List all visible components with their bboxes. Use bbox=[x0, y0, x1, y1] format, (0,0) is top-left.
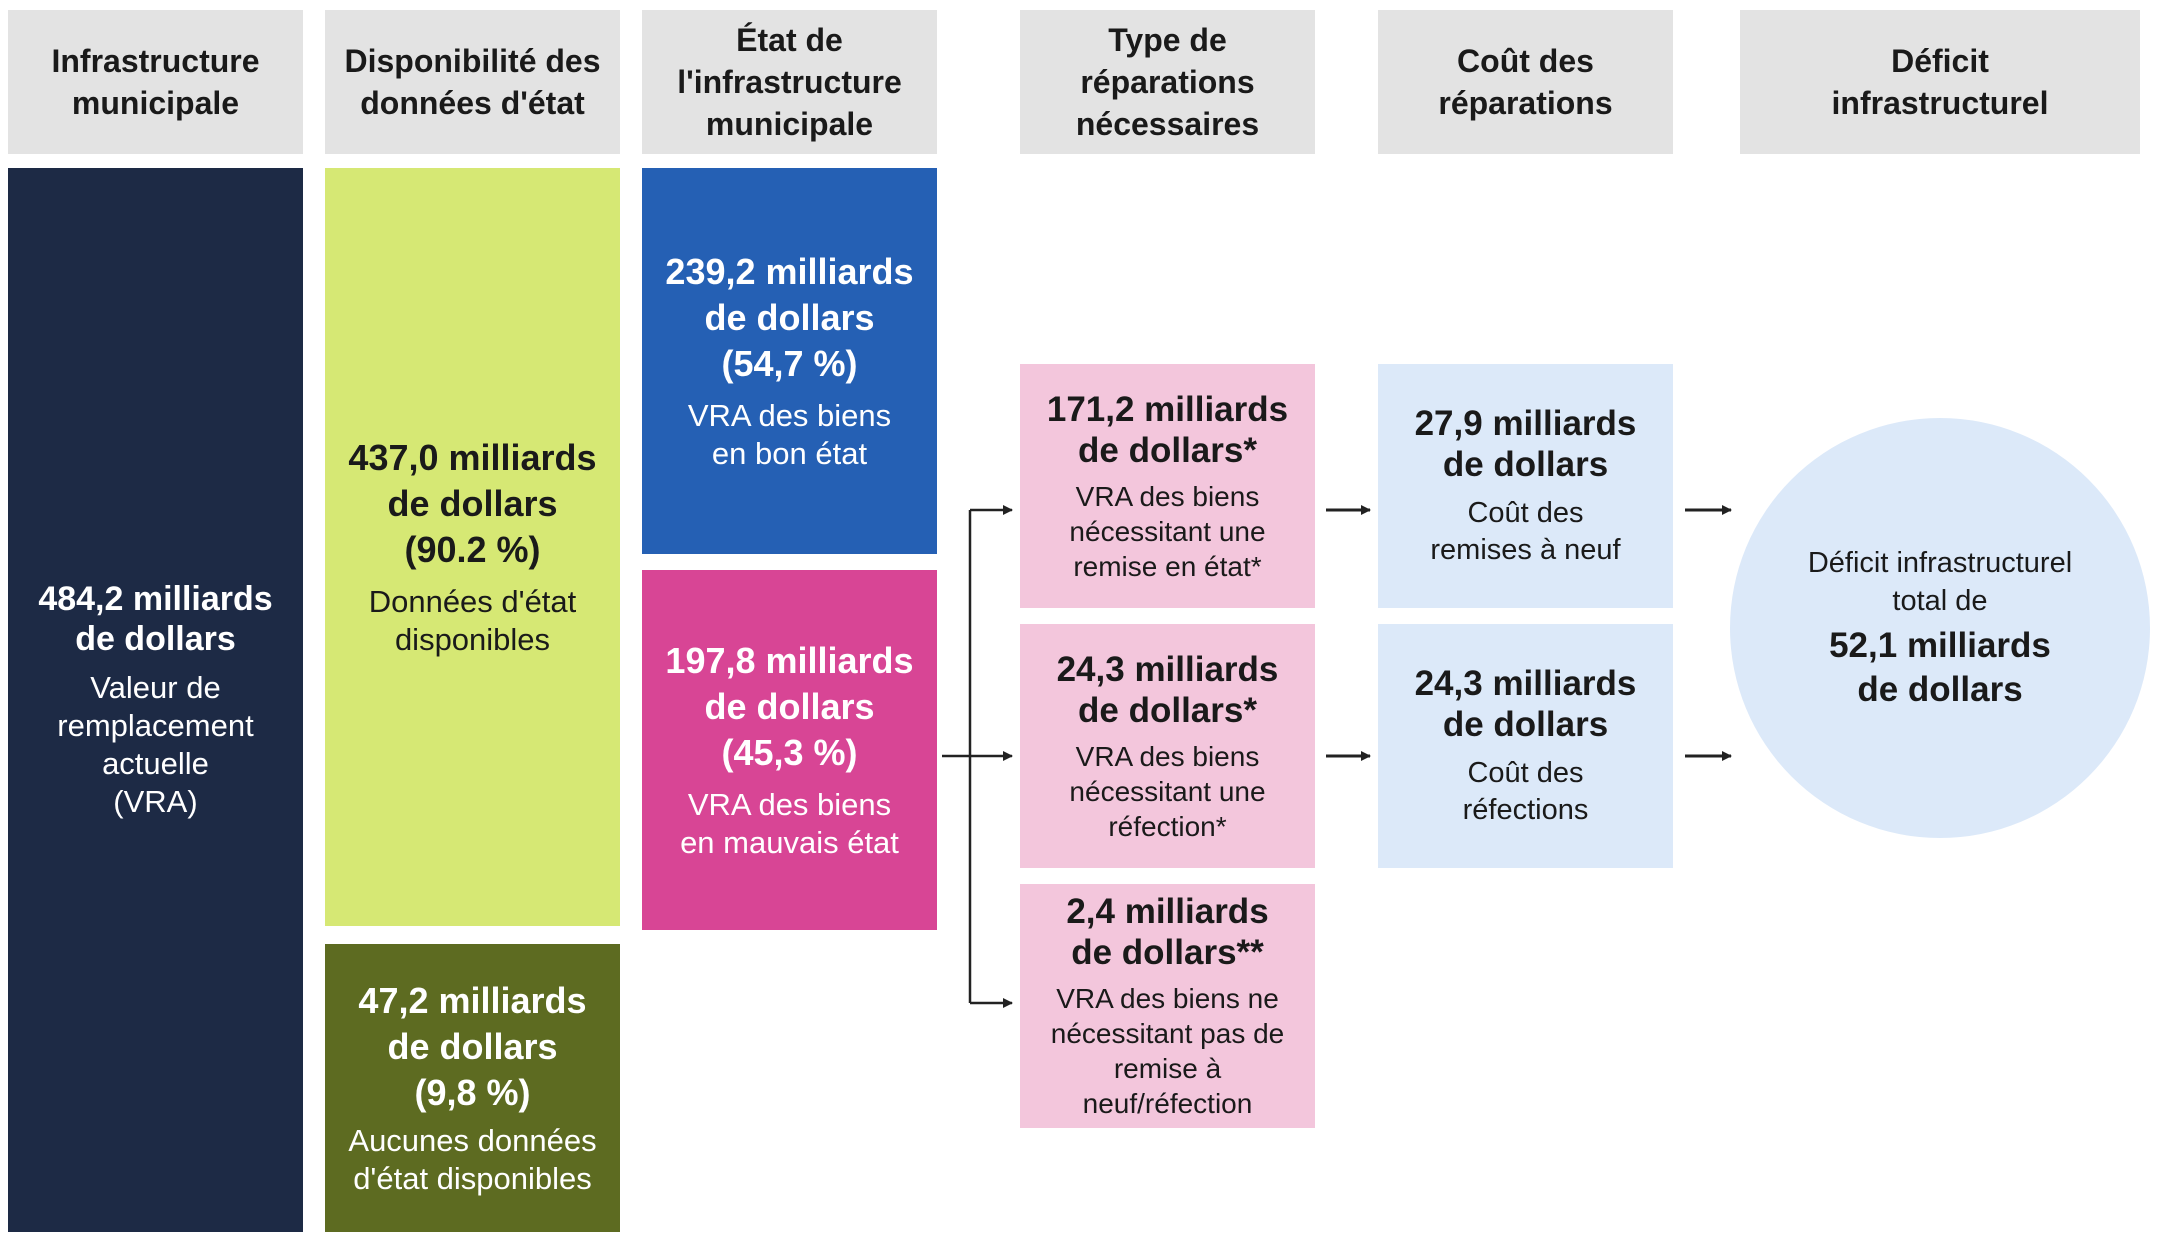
repair-none-amount: 2,4 milliards de dollars** bbox=[1066, 892, 1269, 972]
deficit-amount: 52,1 milliards de dollars bbox=[1829, 626, 2051, 709]
cost-rebuild-amount: 24,3 milliards de dollars bbox=[1414, 664, 1637, 744]
good-state-label: VRA des biens en bon état bbox=[687, 398, 892, 471]
header-repair-type-text: Type de réparations nécessaires bbox=[1075, 22, 1260, 142]
bad-state-amount: 197,8 milliards de dollars (45,3 %) bbox=[665, 640, 914, 773]
good-state-amount: 239,2 milliards de dollars (54,7 %) bbox=[665, 251, 914, 384]
repair-rebuild-label: VRA des biens nécessitant une réfection* bbox=[1069, 740, 1266, 842]
cost-rebuild-box: 24,3 milliards de dollars Coût des réfec… bbox=[1378, 624, 1673, 868]
total-value-box: 484,2 milliards de dollars Valeur de rem… bbox=[8, 168, 303, 1232]
repair-rebuild-amount: 24,3 milliards de dollars* bbox=[1056, 649, 1279, 730]
repair-none-box: 2,4 milliards de dollars** VRA des biens… bbox=[1020, 884, 1315, 1128]
data-available-amount: 437,0 milliards de dollars (90.2 %) bbox=[348, 437, 597, 570]
total-value-amount: 484,2 milliards de dollars bbox=[38, 580, 273, 658]
cost-renovation-label: Coût des remises à neuf bbox=[1430, 497, 1621, 566]
cost-renovation-amount: 27,9 milliards de dollars bbox=[1414, 404, 1637, 484]
header-repair-cost-text: Coût des réparations bbox=[1438, 43, 1613, 121]
repair-rebuild-box: 24,3 milliards de dollars* VRA des biens… bbox=[1020, 624, 1315, 868]
no-data-amount: 47,2 milliards de dollars (9,8 %) bbox=[358, 980, 587, 1113]
total-value-label: Valeur de remplacement actuelle (VRA) bbox=[57, 670, 254, 819]
deficit-label: Déficit infrastructurel total de bbox=[1807, 547, 2073, 617]
header-repair-cost: Coût des réparations bbox=[1378, 10, 1673, 154]
header-infrastructure: Infrastructure municipale bbox=[8, 10, 303, 154]
deficit-circle: Déficit infrastructurel total de 52,1 mi… bbox=[1730, 418, 2150, 838]
no-data-box: 47,2 milliards de dollars (9,8 %) Aucune… bbox=[325, 944, 620, 1232]
header-repair-type: Type de réparations nécessaires bbox=[1020, 10, 1315, 154]
data-available-label: Données d'état disponibles bbox=[368, 584, 577, 657]
header-infrastructure-text: Infrastructure municipale bbox=[51, 43, 260, 121]
bad-state-box: 197,8 milliards de dollars (45,3 %) VRA … bbox=[642, 570, 937, 930]
repair-renovation-amount: 171,2 milliards de dollars* bbox=[1046, 389, 1289, 470]
cost-renovation-box: 27,9 milliards de dollars Coût des remis… bbox=[1378, 364, 1673, 608]
repair-renovation-label: VRA des biens nécessitant une remise en … bbox=[1069, 480, 1266, 582]
header-state: État de l'infrastructure municipale bbox=[642, 10, 937, 154]
header-data-availability-text: Disponibilité des données d'état bbox=[344, 43, 601, 121]
good-state-box: 239,2 milliards de dollars (54,7 %) VRA … bbox=[642, 168, 937, 554]
data-available-box: 437,0 milliards de dollars (90.2 %) Donn… bbox=[325, 168, 620, 926]
repair-none-label: VRA des biens ne nécessitant pas de remi… bbox=[1050, 983, 1285, 1119]
cost-rebuild-label: Coût des réfections bbox=[1462, 757, 1589, 826]
header-deficit-text: Déficit infrastructurel bbox=[1831, 43, 2049, 121]
header-state-text: État de l'infrastructure municipale bbox=[677, 22, 902, 142]
header-deficit: Déficit infrastructurel bbox=[1740, 10, 2140, 154]
repair-renovation-box: 171,2 milliards de dollars* VRA des bien… bbox=[1020, 364, 1315, 608]
bad-state-label: VRA des biens en mauvais état bbox=[680, 787, 899, 860]
no-data-label: Aucunes données d'état disponibles bbox=[348, 1123, 597, 1196]
header-data-availability: Disponibilité des données d'état bbox=[325, 10, 620, 154]
